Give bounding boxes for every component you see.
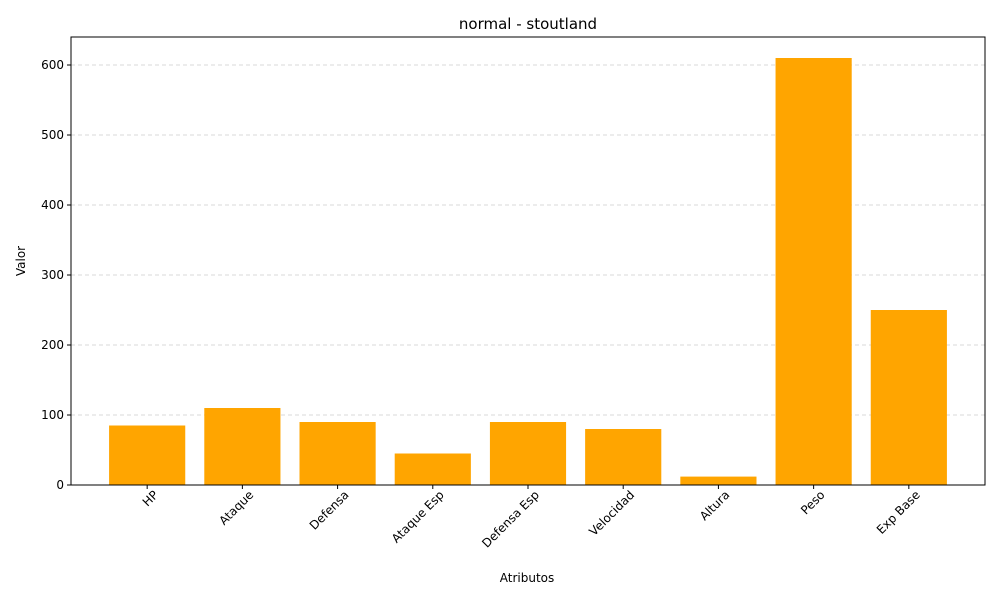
y-axis: 0 100 200 300 400 500 600 (41, 58, 71, 492)
x-tick-label: Velocidad (586, 488, 637, 539)
y-grid (71, 64, 985, 416)
y-tick-label: 300 (41, 268, 64, 282)
y-tick-label: 200 (41, 338, 64, 352)
bar-hp (109, 425, 186, 485)
x-tick-label: Defensa Esp (479, 488, 542, 551)
chart-title: normal - stoutland (459, 15, 597, 33)
x-tick-label: Exp Base (874, 488, 923, 537)
bar-velocidad (585, 429, 662, 485)
x-tick-label: Defensa (307, 488, 352, 533)
bar-defensa (299, 422, 376, 485)
x-tick-label: Peso (798, 488, 828, 518)
x-tick-label: HP (140, 488, 161, 509)
y-axis-label: Valor (14, 246, 28, 276)
x-tick-label: Ataque Esp (389, 488, 447, 546)
plot-frame (70, 36, 986, 486)
bar-peso (775, 58, 852, 485)
x-tick-label: Ataque (216, 488, 256, 528)
x-axis-label: Atributos (500, 571, 555, 585)
x-axis: HP Ataque Defensa Ataque Esp Defensa Esp Velo… (140, 485, 923, 551)
y-tick-label: 100 (41, 408, 64, 422)
bar-ataque-esp (394, 453, 471, 485)
bar-altura (680, 476, 757, 485)
y-tick-label: 500 (41, 128, 64, 142)
y-tick-label: 0 (56, 478, 64, 492)
bar-defensa-esp (489, 422, 567, 485)
y-tick-label: 600 (41, 58, 64, 72)
y-tick-label: 400 (41, 198, 64, 212)
x-tick-label: Altura (697, 488, 732, 523)
bar-ataque (204, 408, 281, 485)
bar-exp-base (870, 310, 947, 485)
bars (109, 58, 947, 485)
